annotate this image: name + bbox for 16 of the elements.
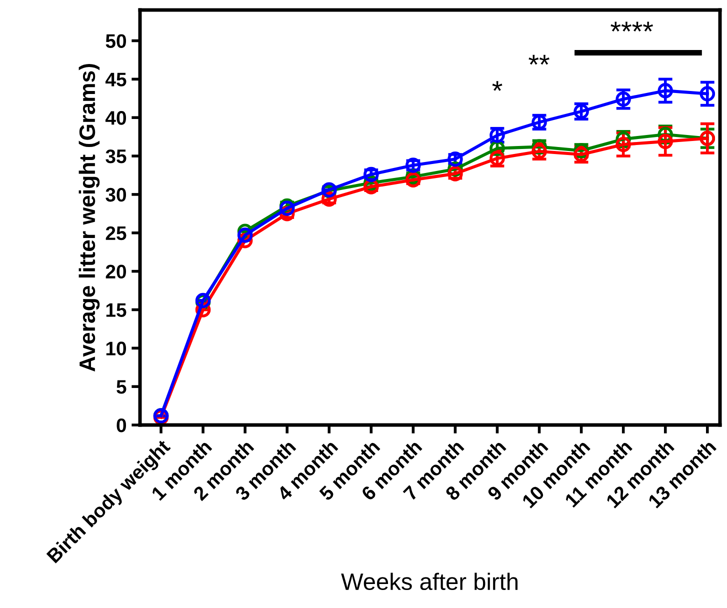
y-tick-label: 40 (105, 111, 126, 125)
y-tick-label: 30 (106, 188, 126, 202)
annotation: * (492, 81, 502, 91)
x-axis-title: Weeks after birth (341, 572, 518, 590)
y-tick-label: 0 (116, 418, 126, 432)
y-tick-label: 50 (106, 34, 126, 48)
y-tick-label: 10 (106, 342, 126, 356)
y-tick-label: 15 (106, 303, 126, 317)
annotation: ** (528, 54, 550, 65)
annotation: **** (610, 22, 654, 32)
y-axis-title: Average litter weight (Grams) (78, 64, 100, 372)
y-tick-label: 35 (106, 149, 126, 164)
y-tick-label: 20 (106, 264, 126, 279)
y-tick-label: 5 (116, 380, 126, 394)
y-tick-label: 25 (106, 226, 126, 240)
y-tick-label: 45 (105, 72, 126, 86)
